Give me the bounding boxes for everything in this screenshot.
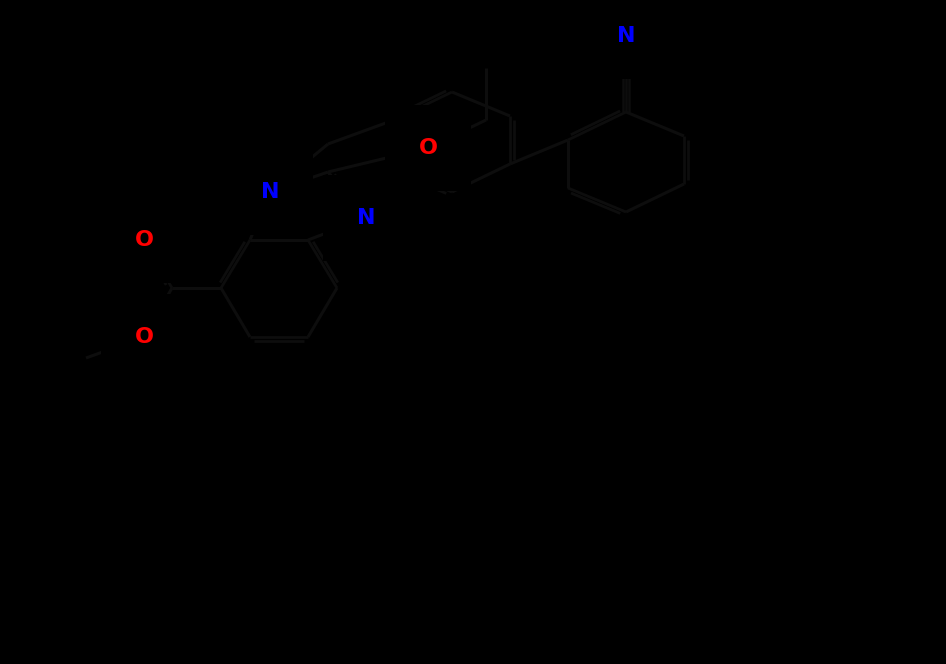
Text: N: N (357, 208, 376, 228)
Text: N: N (261, 182, 279, 202)
Text: O: O (134, 327, 153, 347)
Text: N: N (617, 26, 636, 46)
Text: O: O (418, 138, 437, 158)
Text: O: O (134, 230, 153, 250)
